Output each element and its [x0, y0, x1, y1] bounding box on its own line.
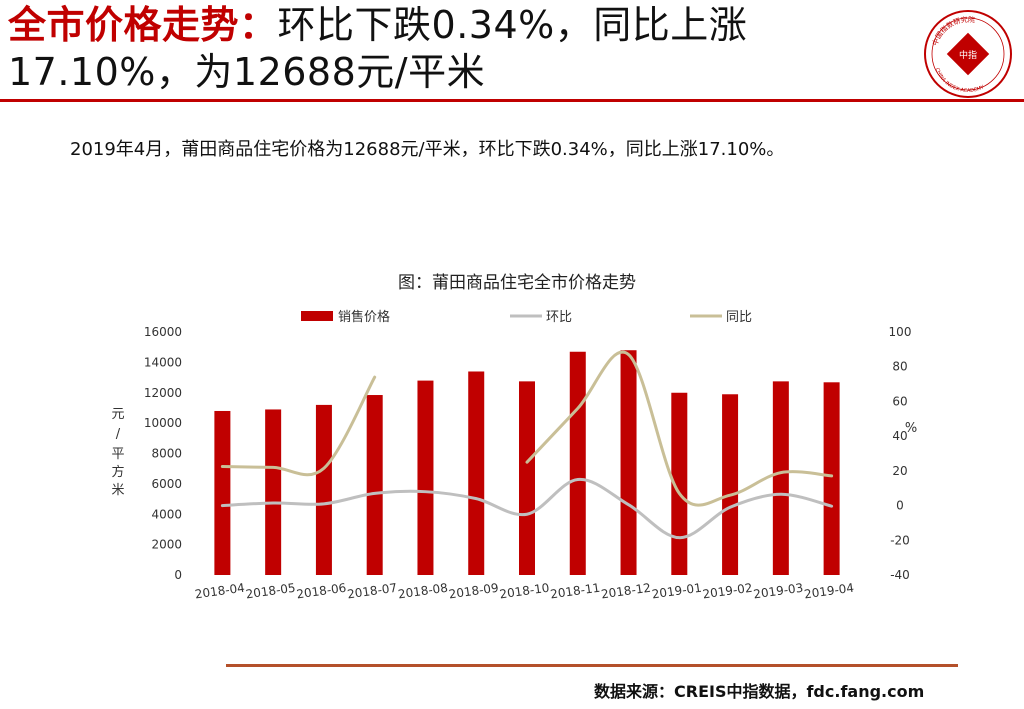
price-bar	[315, 404, 332, 575]
chart-legend: 销售价格 环比 同比	[301, 309, 752, 325]
x-tick-label: 2019-02	[702, 581, 754, 602]
footer-divider	[226, 664, 958, 667]
x-tick-label: 2018-08	[397, 581, 449, 602]
price-bar	[214, 410, 231, 575]
left-tick-label: 2000	[151, 538, 182, 552]
legend-label-mom: 环比	[546, 310, 572, 325]
title-highlight: 全市价格走势：	[8, 3, 278, 47]
price-bar	[417, 380, 434, 575]
x-tick-label: 2019-03	[752, 581, 804, 602]
right-tick-label: 60	[892, 394, 907, 408]
left-tick-label: 6000	[151, 477, 182, 491]
x-tick-label: 2018-11	[549, 581, 601, 602]
right-tick-label: -20	[890, 533, 910, 547]
title-line2: 17.10%，为12688元/平米	[8, 50, 486, 94]
right-tick-label: 100	[889, 325, 912, 339]
left-tick-label: 14000	[144, 355, 182, 369]
price-trend-chart: 图：莆田商品住宅全市价格走势 销售价格 环比 同比 元 / 平 方 米 % 02…	[111, 273, 917, 602]
x-tick-label: 2019-01	[651, 581, 703, 602]
price-bars	[214, 350, 840, 575]
left-tick-label: 10000	[144, 416, 182, 430]
x-tick-label: 2018-06	[296, 581, 348, 602]
legend-label-yoy: 同比	[726, 310, 752, 325]
price-bar	[772, 381, 789, 575]
price-bar	[569, 351, 586, 575]
price-bar	[823, 382, 840, 575]
x-tick-label: 2018-07	[346, 581, 398, 602]
right-tick-label: -40	[890, 568, 910, 582]
title-line1-rest: 环比下跌0.34%，同比上涨	[277, 3, 748, 47]
rate-lines	[220, 350, 834, 540]
summary-text: 2019年4月，莆田商品住宅价格为12688元/平米，环比下跌0.34%，同比上…	[70, 139, 785, 160]
right-tick-label: 20	[892, 464, 907, 478]
left-axis-label-char: 方	[111, 464, 124, 480]
x-tick-label: 2019-04	[803, 581, 855, 602]
x-tick-label: 2018-09	[448, 581, 500, 602]
x-tick-label: 2018-04	[194, 581, 246, 602]
x-tick-label: 2018-12	[600, 581, 652, 602]
legend-swatch-price	[301, 311, 333, 321]
logo-center-text: 中指	[959, 49, 977, 61]
x-axis-ticks: 2018-04 2018-05 2018-06 2018-07 2018-08 2018-…	[194, 581, 855, 602]
svg-text:CHINA INDEX ACADEMY: CHINA INDEX ACADEMY	[934, 67, 986, 94]
price-bar	[519, 381, 535, 575]
x-tick-label: 2018-05	[245, 581, 297, 602]
price-bar	[468, 371, 485, 575]
left-axis-label-char: 米	[111, 483, 124, 498]
right-tick-label: 40	[892, 429, 907, 443]
price-bar	[671, 392, 688, 575]
left-tick-label: 12000	[144, 386, 182, 400]
mom-line	[220, 478, 834, 540]
left-axis-label-char: 元	[111, 407, 124, 422]
right-tick-label: 0	[896, 499, 904, 513]
data-source: 数据来源：CREIS中指数据，fdc.fang.com	[594, 682, 925, 701]
right-axis-label: %	[905, 421, 917, 436]
left-tick-label: 0	[174, 568, 182, 582]
logo-bottom-text: CHINA INDEX ACADEMY	[934, 67, 986, 94]
page-title: 全市价格走势：环比下跌0.34%，同比上涨 17.10%，为12688元/平米	[8, 2, 898, 96]
price-bar	[265, 409, 282, 575]
x-tick-label: 2018-10	[499, 581, 551, 602]
yoy-line	[525, 350, 834, 507]
left-tick-label: 8000	[151, 447, 182, 461]
left-axis-label-char: 平	[111, 447, 124, 462]
yoy-line	[220, 375, 377, 477]
price-bar	[620, 350, 637, 575]
chart-title: 图：莆田商品住宅全市价格走势	[398, 273, 636, 293]
title-divider	[0, 99, 1024, 102]
left-tick-label: 4000	[151, 507, 182, 521]
china-index-academy-logo: 中国指数研究院 CHINA INDEX ACADEMY 中指	[924, 10, 1012, 98]
left-axis-label-char: /	[116, 427, 121, 442]
left-axis-label: 元 / 平 方 米	[111, 407, 124, 498]
right-tick-label: 80	[892, 360, 907, 374]
price-bar	[366, 395, 383, 575]
left-tick-label: 16000	[144, 325, 182, 339]
legend-label-price: 销售价格	[338, 309, 390, 325]
right-axis-ticks: -40 -20 0 20 40 60 80 100	[889, 325, 912, 582]
left-axis-ticks: 0 2000 4000 6000 8000 10000 12000 14000 16000	[144, 325, 182, 582]
price-bar	[722, 394, 739, 575]
